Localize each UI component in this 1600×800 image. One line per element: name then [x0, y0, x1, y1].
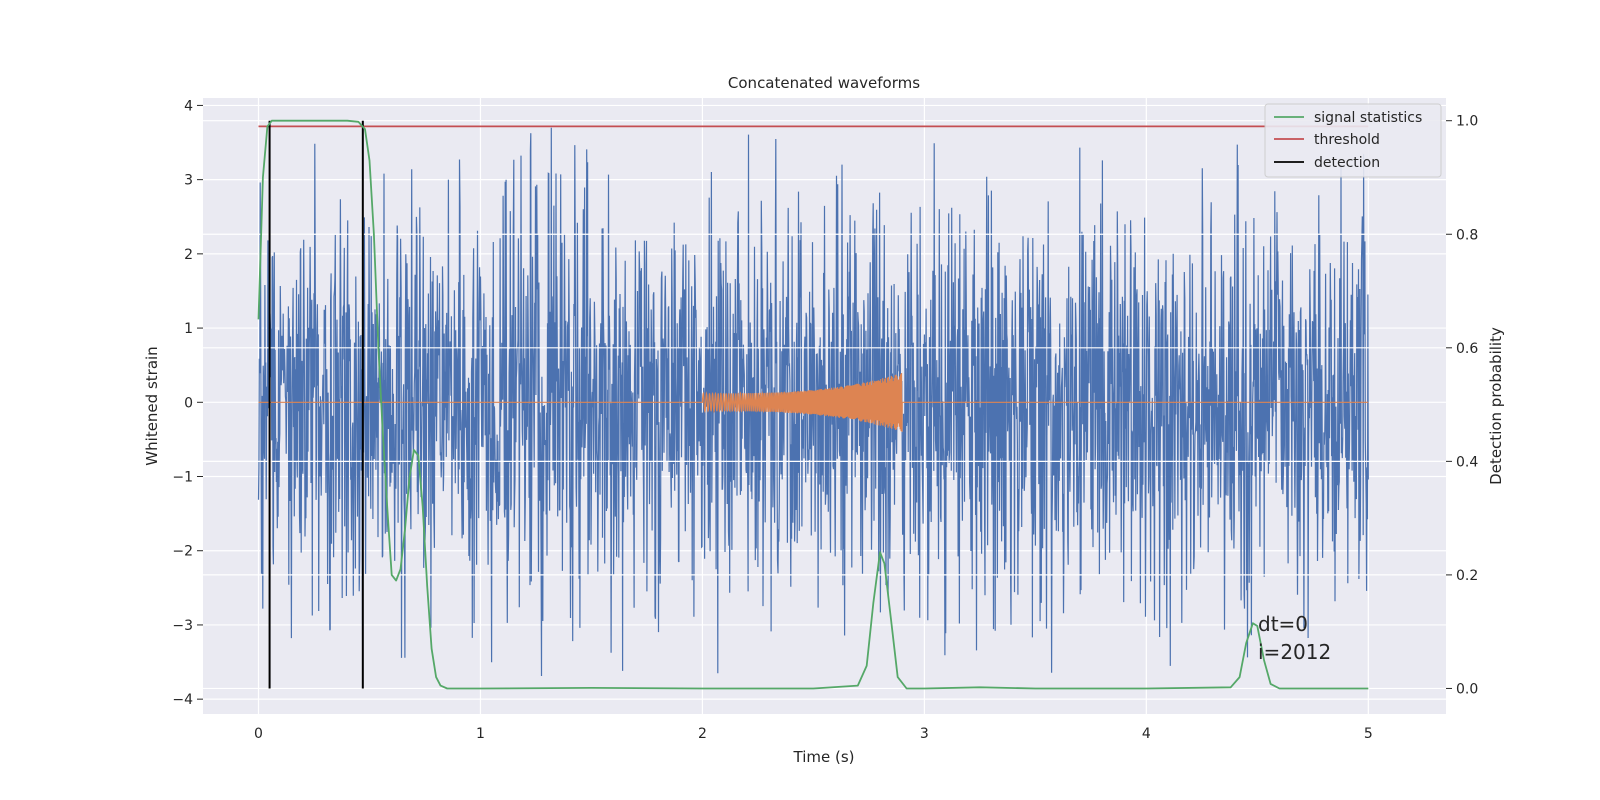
injection-series-group	[258, 372, 1369, 432]
x-axis-label: Time (s)	[793, 748, 855, 766]
y-tick-label: −2	[172, 544, 193, 560]
y2-tick-label: 0.0	[1456, 681, 1478, 697]
noise-series-line	[257, 127, 1369, 677]
y-tick-label: 0	[184, 395, 193, 411]
y2-tick-label: 0.8	[1456, 227, 1478, 243]
x-tick-label: 3	[920, 726, 929, 742]
y2-tick-label: 0.6	[1456, 341, 1478, 357]
legend-label-threshold: threshold	[1314, 132, 1380, 148]
signal-statistics-line	[257, 119, 1369, 690]
y-tick-label: −3	[172, 618, 193, 634]
annotation-dt: dt=0	[1258, 612, 1308, 636]
axis-ticks: 0 1 2 3 4 5 −4 −3 −2 −1 0 1 2 3 4 0.0 0.2 0.4 0.6 0.8 1.0	[172, 98, 1478, 742]
y2-tick-label: 1.0	[1456, 114, 1478, 130]
legend-box	[1264, 103, 1442, 178]
legend: signal statistics threshold detection	[1264, 103, 1442, 178]
x-tick-label: 1	[476, 726, 485, 742]
y-tick-label: 1	[184, 321, 193, 337]
x-tick-label: 2	[698, 726, 707, 742]
y2-axis-label: Detection probability	[1487, 327, 1505, 485]
chart-title: Concatenated waveforms	[728, 74, 920, 92]
injection-series-line	[258, 372, 1369, 432]
y2-tick-label: 0.2	[1456, 568, 1478, 584]
y-tick-label: 2	[184, 247, 193, 263]
y-tick-label: −4	[172, 692, 193, 708]
x-tick-label: 4	[1142, 726, 1151, 742]
legend-label-detection: detection	[1314, 155, 1380, 171]
y-tick-label: −1	[172, 470, 193, 486]
annotation-index: i=2012	[1258, 640, 1331, 664]
x-tick-label: 5	[1364, 726, 1373, 742]
y2-tick-label: 0.4	[1456, 454, 1478, 470]
right-axis-grid-lines	[203, 120, 1446, 690]
noise-series-group	[257, 127, 1369, 677]
probability-series-group	[257, 119, 1369, 690]
y-tick-label: 4	[184, 98, 193, 114]
legend-label-signal-statistics: signal statistics	[1314, 110, 1422, 126]
y-tick-label: 3	[184, 173, 193, 189]
y-axis-label: Whitened strain	[143, 346, 161, 465]
x-tick-label: 0	[254, 726, 263, 742]
